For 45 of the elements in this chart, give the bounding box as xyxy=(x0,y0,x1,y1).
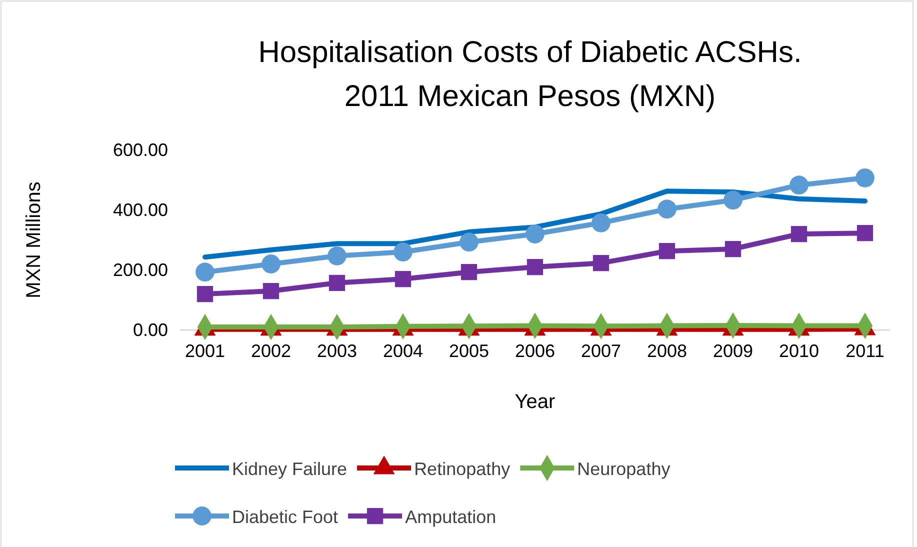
x-tick-label: 2004 xyxy=(382,340,424,361)
point xyxy=(526,258,544,276)
y-tick-label: 600.00 xyxy=(112,140,168,160)
x-tick-label: 2005 xyxy=(448,340,490,361)
point xyxy=(658,243,676,260)
point xyxy=(856,225,874,242)
x-tick-label: 2006 xyxy=(514,340,556,361)
point xyxy=(592,213,610,232)
point xyxy=(724,190,742,210)
point xyxy=(460,232,478,252)
y-tick-label: 200.00 xyxy=(112,260,168,280)
x-tick-label: 2009 xyxy=(712,340,754,361)
x-axis-title: Year xyxy=(514,391,556,413)
x-tick-label: 2007 xyxy=(580,340,622,361)
x-tick-label: 2010 xyxy=(778,340,820,361)
point xyxy=(394,242,412,262)
point xyxy=(196,286,214,302)
legend-label: Retinopathy xyxy=(414,459,510,479)
x-tick-label: 2001 xyxy=(184,340,226,361)
point xyxy=(790,176,808,195)
y-axis-title: MXN Millions xyxy=(23,182,45,298)
point xyxy=(592,255,610,272)
point xyxy=(790,226,808,242)
point xyxy=(856,168,874,188)
x-tick-label: 2011 xyxy=(846,340,884,361)
point xyxy=(328,246,346,266)
x-tick-label: 2003 xyxy=(316,340,358,361)
point xyxy=(460,264,478,280)
y-tick-label: 400.00 xyxy=(112,200,168,220)
point xyxy=(394,270,412,288)
y-tick-label: 0.00 xyxy=(132,320,168,340)
point xyxy=(262,254,280,274)
chart-title: Hospitalisation Costs of Diabetic ACSHs. 2011 Mexican Pesos (MXN) xyxy=(258,36,802,113)
point xyxy=(196,262,214,282)
legend-label: Neuropathy xyxy=(577,459,670,479)
point xyxy=(526,224,544,244)
legend-label: Amputation xyxy=(405,507,496,527)
x-tick-label: 2008 xyxy=(646,340,688,361)
legend-label: Diabetic Foot xyxy=(232,507,338,527)
point xyxy=(262,282,280,300)
point xyxy=(724,240,742,258)
x-tick-label: 2002 xyxy=(250,340,292,361)
point xyxy=(658,200,676,219)
legend-label: Kidney Failure xyxy=(232,459,348,479)
point xyxy=(328,274,346,291)
